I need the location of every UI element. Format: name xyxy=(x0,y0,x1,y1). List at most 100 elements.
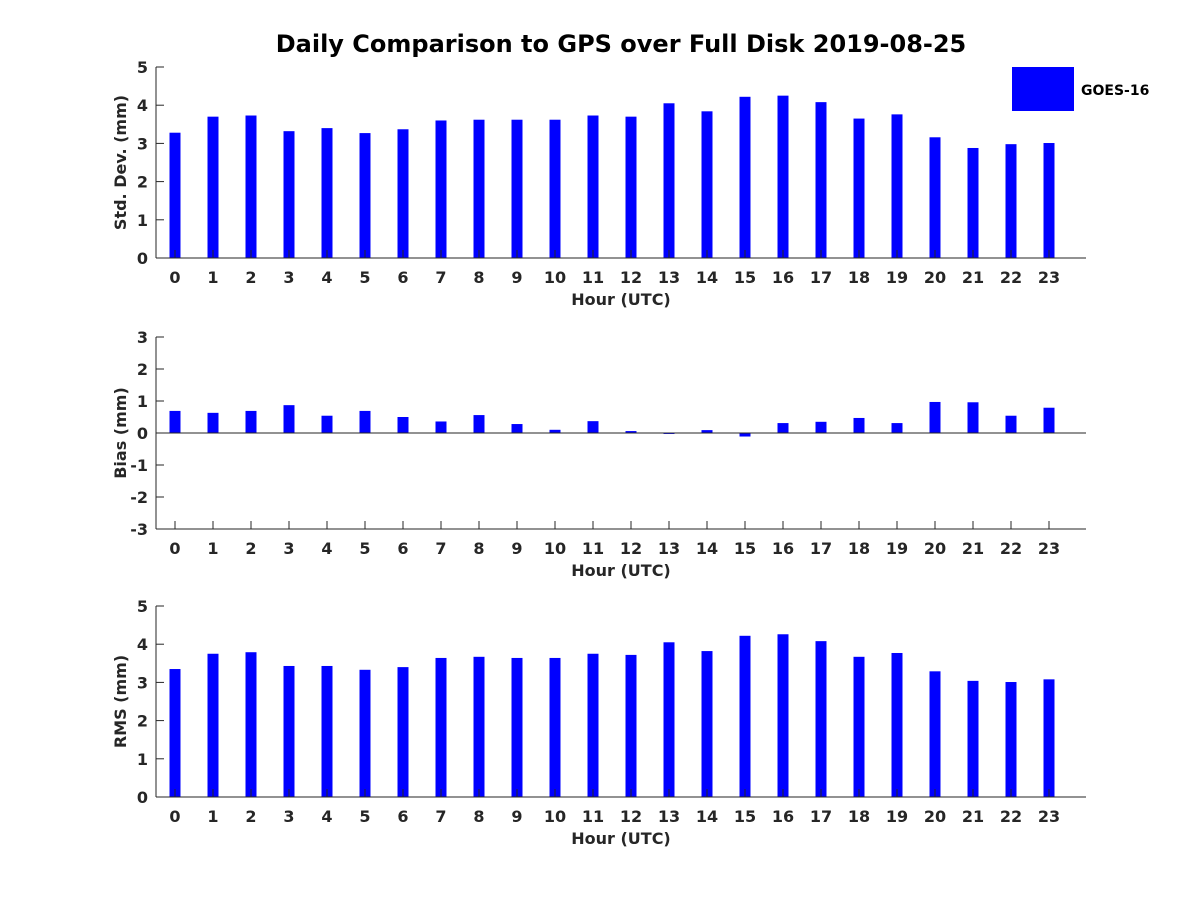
y-tick-label: 2 xyxy=(137,712,148,731)
bar-p3-h16 xyxy=(777,634,789,797)
y-axis-label: RMS (mm) xyxy=(111,655,130,748)
bar-p3-h20 xyxy=(929,671,941,797)
x-tick-label: 22 xyxy=(1000,268,1022,287)
x-tick-label: 14 xyxy=(696,539,718,558)
bar-p2-h4 xyxy=(321,415,333,433)
x-tick-label: 3 xyxy=(283,539,294,558)
bar-p2-h16 xyxy=(777,423,789,433)
bar-p1-h6 xyxy=(397,129,409,258)
x-tick-label: 10 xyxy=(544,268,566,287)
x-tick-label: 13 xyxy=(658,539,680,558)
x-tick-label: 2 xyxy=(245,268,256,287)
x-axis-label: Hour (UTC) xyxy=(571,829,671,848)
x-tick-label: 0 xyxy=(169,539,180,558)
x-tick-label: 19 xyxy=(886,539,908,558)
x-tick-label: 18 xyxy=(848,807,870,826)
x-tick-label: 15 xyxy=(734,268,756,287)
bar-p1-h1 xyxy=(207,116,219,258)
bar-p2-h5 xyxy=(359,410,371,433)
y-tick-label: 1 xyxy=(137,392,148,411)
x-tick-label: 2 xyxy=(245,807,256,826)
bar-p1-h21 xyxy=(967,147,979,258)
x-tick-label: 9 xyxy=(511,807,522,826)
x-tick-label: 11 xyxy=(582,807,604,826)
x-tick-label: 8 xyxy=(473,539,484,558)
x-tick-label: 22 xyxy=(1000,807,1022,826)
x-tick-label: 0 xyxy=(169,268,180,287)
x-tick-label: 14 xyxy=(696,268,718,287)
bar-p2-h8 xyxy=(473,415,485,433)
x-tick-label: 1 xyxy=(207,539,218,558)
x-tick-label: 20 xyxy=(924,268,946,287)
bar-p2-h10 xyxy=(549,429,561,433)
bar-p2-h7 xyxy=(435,421,447,433)
bar-p1-h12 xyxy=(625,116,637,258)
bar-p3-h3 xyxy=(283,665,295,797)
x-tick-label: 10 xyxy=(544,539,566,558)
x-tick-label: 16 xyxy=(772,268,794,287)
y-tick-label: 3 xyxy=(137,134,148,153)
y-tick-label: -1 xyxy=(130,456,148,475)
x-tick-label: 11 xyxy=(582,268,604,287)
x-tick-label: 22 xyxy=(1000,539,1022,558)
bar-p3-h11 xyxy=(587,653,599,797)
x-tick-label: 6 xyxy=(397,268,408,287)
x-tick-label: 8 xyxy=(473,807,484,826)
x-tick-label: 16 xyxy=(772,807,794,826)
x-tick-label: 7 xyxy=(435,539,446,558)
x-tick-label: 23 xyxy=(1038,807,1060,826)
x-tick-label: 9 xyxy=(511,539,522,558)
bar-p3-h22 xyxy=(1005,682,1017,797)
x-tick-label: 13 xyxy=(658,268,680,287)
bar-p1-h3 xyxy=(283,131,295,258)
bar-p2-h21 xyxy=(967,402,979,433)
y-tick-label: 1 xyxy=(137,750,148,769)
x-tick-label: 0 xyxy=(169,807,180,826)
y-tick-label: 0 xyxy=(137,788,148,807)
x-tick-label: 19 xyxy=(886,807,908,826)
bar-p3-h18 xyxy=(853,656,865,797)
bar-p2-h9 xyxy=(511,424,523,433)
bar-p1-h14 xyxy=(701,111,713,258)
x-tick-label: 13 xyxy=(658,807,680,826)
bar-p1-h2 xyxy=(245,115,257,258)
bar-p3-h17 xyxy=(815,641,827,797)
bar-p3-h12 xyxy=(625,654,637,797)
x-tick-label: 2 xyxy=(245,539,256,558)
bar-p1-h5 xyxy=(359,133,371,258)
bar-p3-h4 xyxy=(321,665,333,797)
bar-p2-h15 xyxy=(739,433,751,437)
bar-p1-h10 xyxy=(549,119,561,258)
x-tick-label: 18 xyxy=(848,268,870,287)
x-tick-label: 4 xyxy=(321,539,332,558)
x-tick-label: 9 xyxy=(511,268,522,287)
x-tick-label: 21 xyxy=(962,268,984,287)
bar-p3-h21 xyxy=(967,680,979,797)
x-tick-label: 1 xyxy=(207,807,218,826)
x-tick-label: 12 xyxy=(620,539,642,558)
chart-title: Daily Comparison to GPS over Full Disk 2… xyxy=(275,30,967,58)
x-tick-label: 7 xyxy=(435,268,446,287)
y-tick-label: 3 xyxy=(137,673,148,692)
bar-p2-h12 xyxy=(625,431,637,433)
x-tick-label: 14 xyxy=(696,807,718,826)
y-tick-label: 2 xyxy=(137,360,148,379)
bar-p1-h0 xyxy=(169,132,181,258)
bar-p1-h19 xyxy=(891,114,903,258)
y-tick-label: 4 xyxy=(137,635,148,654)
bar-p3-h1 xyxy=(207,653,219,797)
x-tick-label: 12 xyxy=(620,268,642,287)
bar-p1-h8 xyxy=(473,119,485,258)
bar-p2-h1 xyxy=(207,412,219,433)
bar-p3-h9 xyxy=(511,657,523,797)
x-tick-label: 15 xyxy=(734,807,756,826)
bar-p1-h16 xyxy=(777,95,789,259)
bar-p3-h8 xyxy=(473,656,485,797)
y-tick-label: 3 xyxy=(137,328,148,347)
x-tick-label: 10 xyxy=(544,807,566,826)
bar-p2-h2 xyxy=(245,410,257,433)
x-tick-label: 3 xyxy=(283,268,294,287)
bar-p2-h20 xyxy=(929,401,941,433)
x-tick-label: 1 xyxy=(207,268,218,287)
